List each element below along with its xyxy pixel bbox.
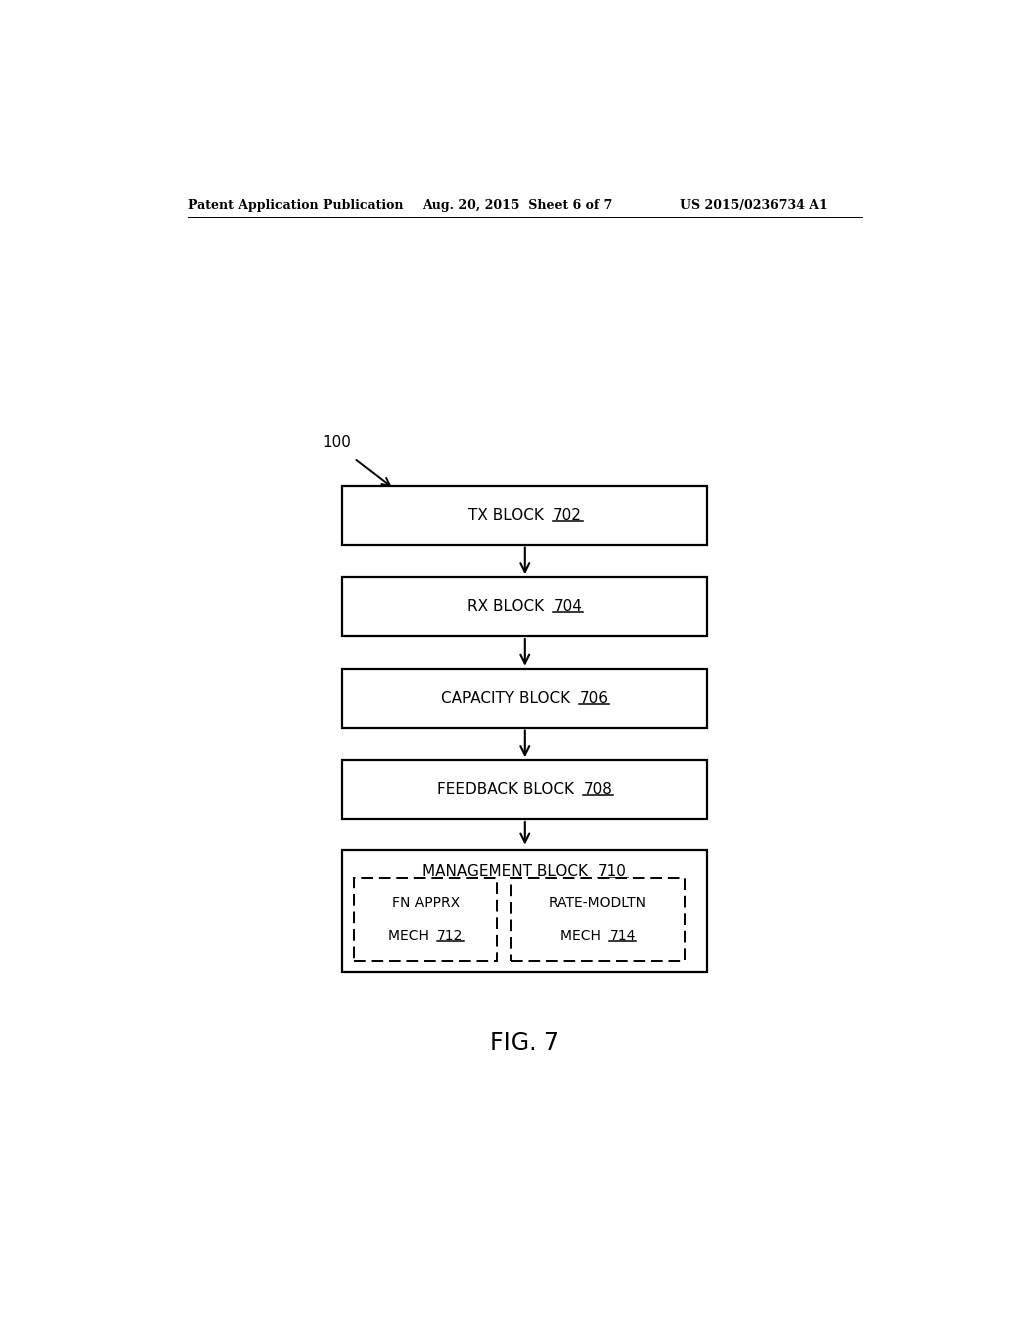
Text: MANAGEMENT BLOCK: MANAGEMENT BLOCK [423, 865, 598, 879]
Bar [342, 669, 708, 727]
Bar [342, 577, 708, 636]
Text: MECH: MECH [388, 929, 437, 942]
Text: TX BLOCK: TX BLOCK [468, 508, 553, 523]
Bar [342, 760, 708, 818]
Text: MECH: MECH [560, 929, 609, 942]
Text: US 2015/0236734 A1: US 2015/0236734 A1 [680, 199, 827, 213]
Text: 712: 712 [437, 929, 464, 942]
Bar [342, 486, 708, 545]
Bar [511, 878, 685, 961]
Text: RATE-MODLTN: RATE-MODLTN [549, 896, 647, 911]
Bar [342, 850, 708, 972]
Text: 714: 714 [609, 929, 636, 942]
Text: 702: 702 [553, 508, 582, 523]
Text: 708: 708 [584, 781, 612, 797]
Text: FEEDBACK BLOCK: FEEDBACK BLOCK [437, 781, 584, 797]
Text: Patent Application Publication: Patent Application Publication [187, 199, 403, 213]
Text: Aug. 20, 2015  Sheet 6 of 7: Aug. 20, 2015 Sheet 6 of 7 [422, 199, 612, 213]
Text: CAPACITY BLOCK: CAPACITY BLOCK [441, 690, 580, 706]
Text: RX BLOCK: RX BLOCK [467, 599, 554, 614]
Text: 706: 706 [580, 690, 608, 706]
Text: FN APPRX: FN APPRX [391, 896, 460, 911]
Text: 100: 100 [323, 436, 351, 450]
Text: 704: 704 [554, 599, 583, 614]
Text: 710: 710 [598, 865, 627, 879]
Text: FIG. 7: FIG. 7 [490, 1031, 559, 1055]
Bar [354, 878, 497, 961]
